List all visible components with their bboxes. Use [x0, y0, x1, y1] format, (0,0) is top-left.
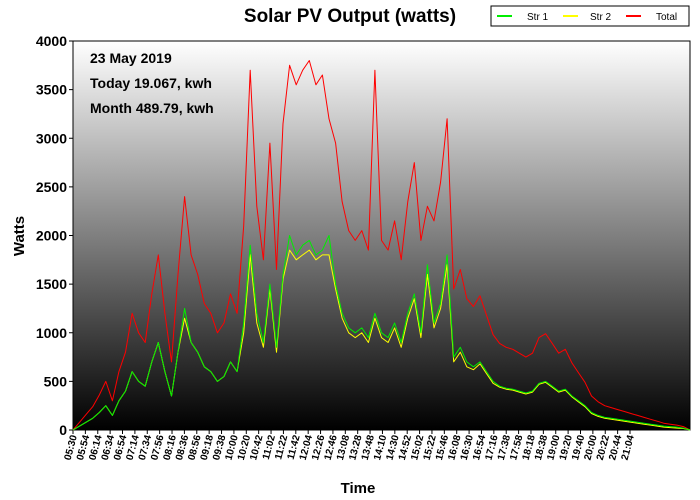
series-line-str-1	[72, 235, 691, 431]
y-tick-label: 1000	[36, 325, 67, 341]
y-tick-label: 3000	[36, 130, 67, 146]
y-tick-label: 4000	[36, 33, 67, 49]
y-tick-label: 3500	[36, 82, 67, 98]
y-axis-label: Watts	[11, 216, 28, 256]
series-lines	[72, 60, 691, 431]
y-tick-label: 2500	[36, 179, 67, 195]
legend-label-total: Total	[656, 12, 677, 23]
y-tick-label: 0	[59, 422, 67, 438]
series-line-total	[72, 60, 691, 431]
x-axis-label: Time	[341, 480, 376, 497]
y-tick-label: 1500	[36, 276, 67, 292]
x-axis: 05:3005:5406:1406:3406:5407:1407:3407:56…	[63, 430, 637, 461]
legend-label-str2: Str 2	[590, 12, 612, 23]
annotation-month: Month 489.79, kwh	[90, 100, 214, 116]
y-tick-label: 2000	[36, 228, 67, 244]
chart-title: Solar PV Output (watts)	[244, 6, 456, 27]
y-axis: 0 500 1000 1500 2000 2500 3000 3500 4000	[36, 33, 73, 438]
legend: Str 1 Str 2 Total	[490, 5, 690, 27]
legend-box	[490, 5, 690, 27]
annotations: 23 May 2019 Today 19.067, kwh Month 489.…	[90, 50, 214, 116]
y-tick-label: 500	[44, 373, 68, 389]
legend-label-str1: Str 1	[527, 12, 549, 23]
annotation-today: Today 19.067, kwh	[90, 75, 212, 91]
annotation-date: 23 May 2019	[90, 50, 172, 66]
